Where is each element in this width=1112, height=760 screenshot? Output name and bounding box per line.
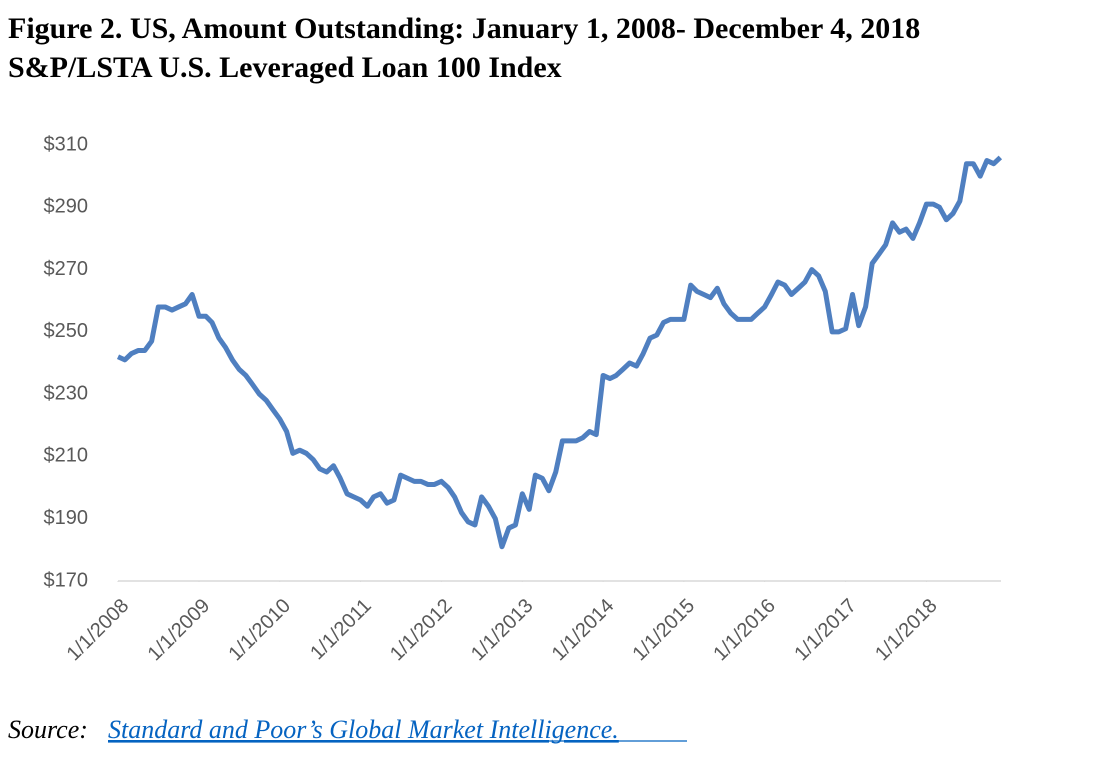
y-tick-label: $210 xyxy=(44,445,89,467)
y-tick-label: $310 xyxy=(44,133,89,155)
x-tick-label: 1/1/2010 xyxy=(224,595,295,666)
x-tick-label: 1/1/2012 xyxy=(386,595,457,666)
x-tick-label: 1/1/2017 xyxy=(790,595,861,666)
x-tick-label: 1/1/2018 xyxy=(871,595,942,666)
x-tick-label: 1/1/2015 xyxy=(629,595,700,666)
x-tick-label: 1/1/2014 xyxy=(548,595,619,666)
chart-subtitle: S&P/LSTA U.S. Leveraged Loan 100 Index xyxy=(8,51,562,84)
x-tick-label: 1/1/2016 xyxy=(709,595,780,666)
source-link[interactable]: Standard and Poor’s Global Market Intell… xyxy=(108,715,619,744)
y-tick-label: $230 xyxy=(44,382,89,404)
y-tick-label: $190 xyxy=(44,507,89,529)
source-label: Source: xyxy=(8,715,88,744)
x-tick-label: 1/1/2009 xyxy=(144,595,215,666)
x-tick-label: 1/1/2011 xyxy=(306,595,376,665)
y-tick-label: $170 xyxy=(44,569,89,591)
data-line xyxy=(116,155,1003,550)
x-tick-label: 1/1/2008 xyxy=(63,595,134,666)
chart-title: Figure 2. US, Amount Outstanding: Januar… xyxy=(8,12,920,45)
y-tick-label: $270 xyxy=(44,258,89,280)
y-tick-label: $290 xyxy=(44,196,89,218)
x-tick-label: 1/1/2013 xyxy=(467,595,538,666)
y-tick-label: $250 xyxy=(44,320,89,342)
